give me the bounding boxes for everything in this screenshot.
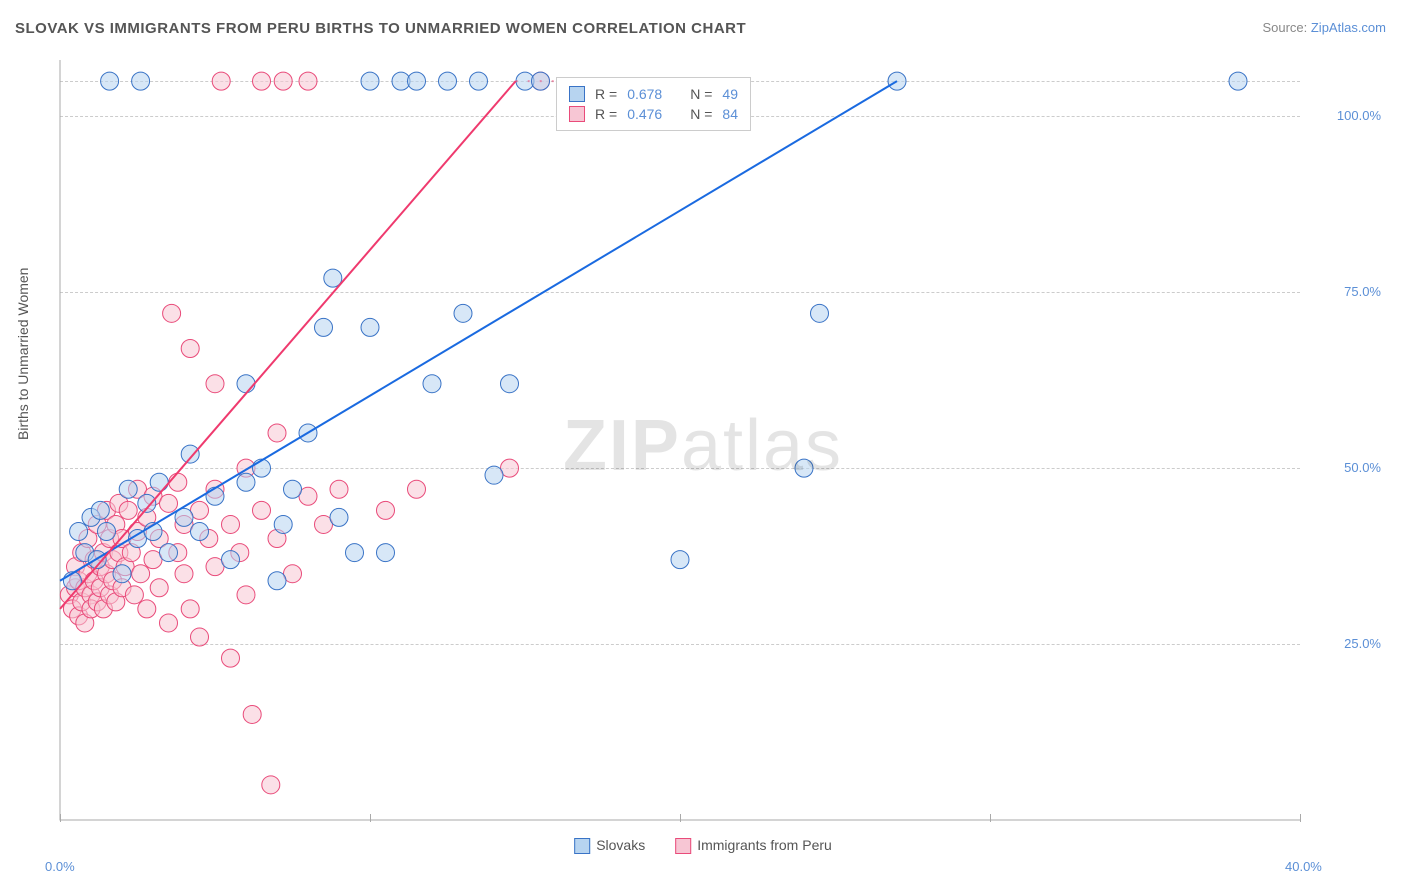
correlation-legend: R = 0.678 N = 49 R = 0.476 N = 84 — [556, 77, 751, 131]
slovaks-label: Slovaks — [596, 837, 645, 853]
n-value: 84 — [722, 106, 738, 122]
r-label: R = — [595, 86, 617, 102]
n-label: N = — [690, 106, 712, 122]
legend-item-slovaks: Slovaks — [574, 837, 645, 854]
n-label: N = — [690, 86, 712, 102]
peru-swatch — [675, 838, 691, 854]
r-value: 0.678 — [627, 86, 662, 102]
legend-swatch — [569, 106, 585, 122]
r-label: R = — [595, 106, 617, 122]
legend-swatch — [569, 86, 585, 102]
legend-stat-row: R = 0.476 N = 84 — [569, 104, 738, 124]
n-value: 49 — [722, 86, 738, 102]
peru-label: Immigrants from Peru — [697, 837, 832, 853]
r-value: 0.476 — [627, 106, 662, 122]
scatter-plot — [0, 0, 1406, 892]
legend-stat-row: R = 0.678 N = 49 — [569, 84, 738, 104]
legend-item-peru: Immigrants from Peru — [675, 837, 832, 854]
series-legend: Slovaks Immigrants from Peru — [574, 837, 832, 854]
slovaks-swatch — [574, 838, 590, 854]
